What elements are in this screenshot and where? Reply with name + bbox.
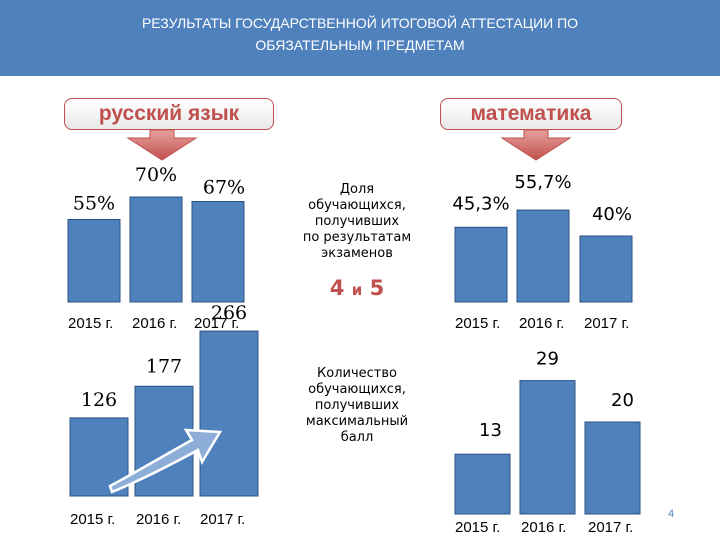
growth-arrow-icon bbox=[108, 428, 223, 494]
down-arrow-left-icon bbox=[126, 129, 198, 161]
grade-and: и bbox=[351, 281, 363, 299]
russian-maxscore-data-label: 266 bbox=[211, 302, 247, 324]
russian-share-bar bbox=[129, 196, 183, 303]
math-maxscore-data-label: 29 bbox=[536, 349, 559, 370]
russian-share-tick-label: 2017 г. bbox=[194, 315, 239, 332]
max-score-description-line: обучающихся, bbox=[308, 382, 406, 397]
russian-maxscore-tick-label: 2017 г. bbox=[200, 511, 245, 528]
russian-maxscore-tick-label: 2015 г. bbox=[70, 511, 115, 528]
page-title: РЕЗУЛЬТАТЫ ГОСУДАРСТВЕННОЙ ИТОГОВОЙ АТТЕ… bbox=[0, 12, 720, 56]
math-share-tick-label: 2017 г. bbox=[584, 315, 629, 332]
math-share-bar bbox=[579, 235, 633, 303]
russian-share-bar bbox=[191, 201, 245, 303]
grade-four: 4 bbox=[329, 276, 345, 300]
share-description-line: по результатам bbox=[302, 230, 412, 245]
russian-maxscore-bar bbox=[134, 385, 194, 497]
share-description-line: обучающихся, bbox=[308, 198, 406, 213]
math-share-data-label: 55,7% bbox=[514, 172, 571, 193]
title-line-2: ОБЯЗАТЕЛЬНЫМ ПРЕДМЕТАМ bbox=[255, 37, 465, 53]
math-maxscore-bar bbox=[519, 380, 576, 515]
math-share-bar bbox=[454, 226, 508, 303]
russian-maxscore-data-label: 126 bbox=[81, 389, 117, 411]
max-score-description-line: получивших bbox=[314, 398, 400, 413]
title-banner: РЕЗУЛЬТАТЫ ГОСУДАРСТВЕННОЙ ИТОГОВОЙ АТТЕ… bbox=[0, 0, 720, 76]
math-share-bar bbox=[516, 209, 570, 303]
max-score-description-line: балл bbox=[340, 430, 374, 445]
russian-share-data-label: 70% bbox=[135, 164, 177, 186]
math-maxscore-data-label: 13 bbox=[479, 420, 502, 441]
share-description-line: получивших bbox=[314, 214, 400, 229]
russian-share-data-label: 55% bbox=[73, 193, 115, 215]
max-score-description-line: максимальный bbox=[305, 414, 409, 429]
share-description-line: экзаменов bbox=[321, 246, 393, 261]
share-description-line: Доля bbox=[339, 182, 375, 197]
russian-maxscore-bar bbox=[199, 330, 259, 497]
math-maxscore-bar bbox=[454, 453, 511, 515]
russian-share-tick-label: 2015 г. bbox=[68, 315, 113, 332]
title-line-1: РЕЗУЛЬТАТЫ ГОСУДАРСТВЕННОЙ ИТОГОВОЙ АТТЕ… bbox=[141, 15, 579, 31]
math-maxscore-tick-label: 2016 г. bbox=[521, 519, 566, 536]
russian-maxscore-data-label: 177 bbox=[146, 355, 182, 377]
russian-share-data-label: 67% bbox=[203, 177, 245, 199]
max-score-description-line: Количество bbox=[317, 366, 397, 381]
russian-share-bar bbox=[67, 219, 121, 303]
share-description: Доля обучающихся, получивших по результа… bbox=[272, 182, 442, 262]
math-share-tick-label: 2015 г. bbox=[455, 315, 500, 332]
down-arrow-right-icon bbox=[500, 129, 572, 161]
math-share-tick-label: 2016 г. bbox=[519, 315, 564, 332]
math-maxscore-tick-label: 2015 г. bbox=[455, 519, 500, 536]
math-maxscore-bar bbox=[584, 421, 641, 515]
math-maxscore-data-label: 20 bbox=[611, 390, 634, 411]
max-score-description: Количество обучающихся, получивших макси… bbox=[272, 366, 442, 446]
subject-label-math: математика bbox=[440, 98, 622, 130]
russian-maxscore-tick-label: 2016 г. bbox=[136, 511, 181, 528]
grade-label: 4 и 5 bbox=[272, 276, 442, 300]
math-share-data-label: 45,3% bbox=[452, 193, 509, 214]
grade-five: 5 bbox=[369, 276, 385, 300]
russian-share-tick-label: 2016 г. bbox=[132, 315, 177, 332]
math-maxscore-tick-label: 2017 г. bbox=[588, 519, 633, 536]
page-number: 4 bbox=[668, 508, 675, 520]
math-share-data-label: 40% bbox=[592, 204, 632, 225]
